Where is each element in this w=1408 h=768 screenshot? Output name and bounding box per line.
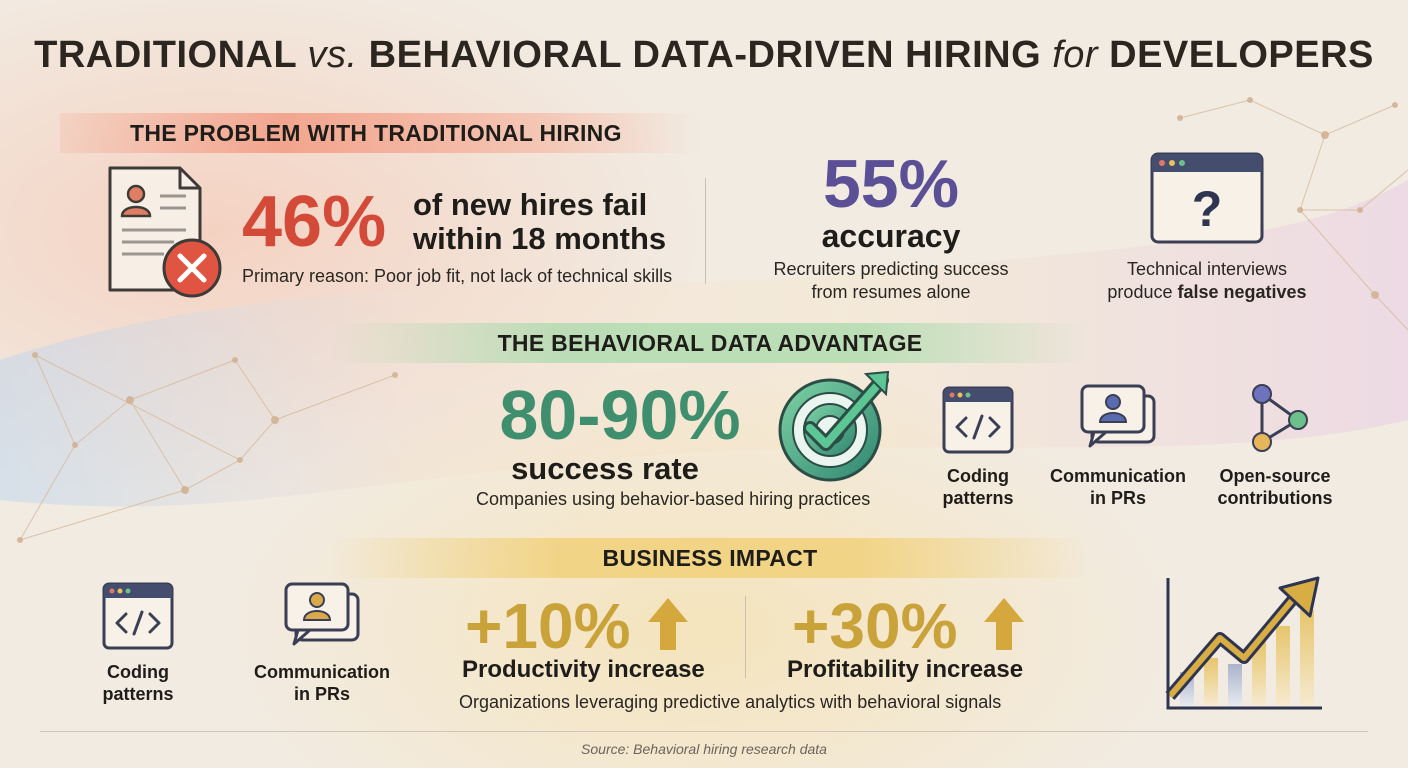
accuracy-label: accuracy: [821, 218, 961, 254]
source-note: Source: Behavioral hiring research data: [581, 741, 827, 757]
title-part-traditional: TRADITIONAL: [34, 34, 297, 76]
interview-caption-bold: false negatives: [1177, 282, 1307, 302]
impact-signal-coding-line-1: Coding: [107, 662, 169, 682]
impact-divider: [745, 596, 746, 678]
adv-signal-coding-line-1: Coding: [947, 466, 1009, 486]
chat-person-icon: [284, 582, 360, 646]
arrow-up-icon: [648, 598, 688, 650]
impact-signal-coding-line-2: patterns: [102, 684, 174, 704]
chat-person-icon: [1080, 384, 1156, 448]
target-check-icon: [778, 370, 890, 482]
new-hire-failure-value: 46%: [242, 182, 387, 262]
impact-signal-communication-line-2: in PRs: [293, 684, 350, 704]
question-window-icon: ?: [1150, 152, 1264, 244]
interview-caption-line-2: produce false negatives: [1080, 281, 1334, 304]
title-for: for: [1052, 34, 1099, 76]
adv-signal-opensource-line-1: Open-source: [1219, 466, 1331, 486]
adv-signal-communication-line-2: in PRs: [1089, 488, 1146, 508]
accuracy-caption-line-2: from resumes alone: [811, 282, 971, 302]
problem-divider: [705, 178, 706, 284]
page-title: TRADITIONAL vs. BEHAVIORAL DATA-DRIVEN H…: [0, 34, 1408, 77]
impact-signal-communication-line-1: Communication: [253, 662, 390, 682]
failure-line-2: within 18 months: [413, 221, 667, 256]
success-rate-value: 80-90%: [499, 376, 741, 454]
network-nodes-icon: [1252, 384, 1308, 452]
code-window-icon: [942, 386, 1014, 454]
interview-caption-line-1: Technical interviews: [1126, 259, 1288, 279]
interview-caption-plain: produce: [1107, 282, 1178, 302]
title-part-behavioral: BEHAVIORAL DATA-DRIVEN HIRING: [368, 34, 1042, 76]
profitability-value: +30%: [792, 590, 958, 662]
advantage-section-header: THE BEHAVIORAL DATA ADVANTAGE: [330, 323, 1090, 363]
title-vs: vs.: [307, 34, 358, 76]
failure-line-1: of new hires fail: [413, 187, 648, 222]
impact-section-header: BUSINESS IMPACT: [330, 538, 1090, 578]
adv-signal-coding-line-2: patterns: [942, 488, 1014, 508]
success-rate-label: success rate: [511, 451, 699, 486]
title-part-developers: DEVELOPERS: [1109, 34, 1374, 76]
impact-caption: Organizations leveraging predictive anal…: [459, 692, 1002, 712]
arrow-up-icon: [984, 598, 1024, 650]
productivity-value: +10%: [465, 590, 631, 662]
failure-caption: Primary reason: Poor job fit, not lack o…: [242, 266, 673, 286]
question-glyph: ?: [1192, 181, 1223, 237]
code-window-icon: [102, 582, 174, 650]
success-rate-caption: Companies using behavior-based hiring pr…: [476, 489, 871, 509]
adv-signal-opensource-line-2: contributions: [1217, 488, 1333, 508]
rejected-resume-icon: [108, 166, 222, 298]
growth-chart-icon: [1165, 576, 1322, 710]
footer-divider: [40, 731, 1368, 732]
problem-section-header: THE PROBLEM WITH TRADITIONAL HIRING: [60, 113, 700, 153]
adv-signal-communication-line-1: Communication: [1049, 466, 1186, 486]
accuracy-caption-line-1: Recruiters predicting success: [773, 259, 1009, 279]
profitability-label: Profitability increase: [787, 656, 1024, 683]
resume-accuracy-value: 55%: [822, 146, 960, 222]
productivity-label: Productivity increase: [462, 656, 705, 683]
